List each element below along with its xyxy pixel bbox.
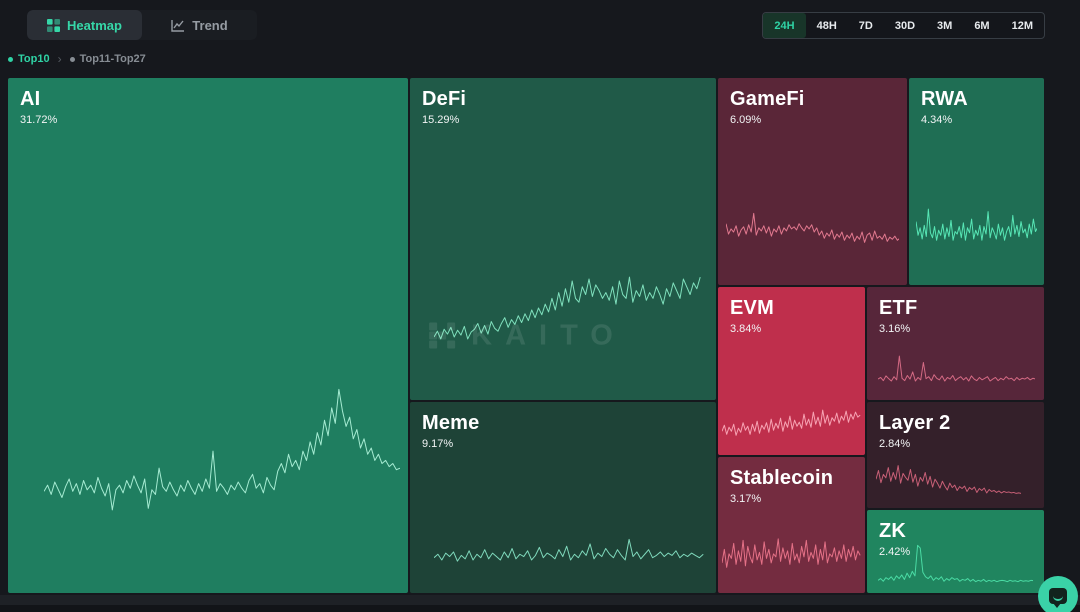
tile-percentage: 3.84%: [730, 323, 762, 335]
time-range-7d[interactable]: 7D: [858, 19, 873, 32]
bottom-edge: [0, 605, 1080, 612]
time-range-30d[interactable]: 30D: [894, 19, 916, 32]
tab-label: Trend: [192, 17, 228, 33]
tile-sparkline: [916, 198, 1038, 260]
tile-percentage: 2.84%: [879, 438, 911, 450]
tile-sparkline: [878, 349, 1036, 389]
time-range-6m[interactable]: 6M: [974, 19, 990, 32]
tile-sparkline: [44, 377, 400, 532]
tile-defi[interactable]: DeFi 15.29%: [410, 78, 716, 400]
breadcrumb-item-top10[interactable]: Top10: [8, 53, 50, 65]
tile-stablecoin[interactable]: Stablecoin 3.17%: [718, 457, 865, 593]
tile-title: ZK: [879, 520, 907, 542]
treemap: KAITO AI31.72%DeFi15.29%Meme9.17%GameFi6…: [8, 78, 1044, 593]
tile-zk[interactable]: ZK 2.42%: [867, 510, 1044, 593]
tile-title: AI: [20, 88, 41, 110]
chat-launcher-button[interactable]: [1038, 576, 1078, 612]
tile-title: GameFi: [730, 88, 805, 110]
chat-bubble-icon: [1049, 588, 1067, 608]
bottom-divider: [0, 595, 1080, 605]
view-tab-group: Heatmap Trend: [27, 10, 257, 40]
tile-title: Layer 2: [879, 412, 951, 434]
tile-sparkline: [722, 395, 860, 445]
tile-layer-2[interactable]: Layer 2 2.84%: [867, 402, 1044, 508]
time-range-3m[interactable]: 3M: [937, 19, 953, 32]
tile-percentage: 3.16%: [879, 323, 911, 335]
breadcrumb: Top10 › Top11-Top27: [8, 52, 146, 66]
tile-evm[interactable]: EVM 3.84%: [718, 287, 865, 455]
tile-sparkline: [876, 451, 1021, 500]
tile-gamefi[interactable]: GameFi 6.09%: [718, 78, 907, 285]
time-range-48h[interactable]: 48H: [816, 19, 837, 32]
tile-sparkline: [878, 540, 1034, 585]
trend-icon: [171, 19, 185, 32]
tile-title: EVM: [730, 297, 774, 319]
time-range-selector: 24H 48H 7D 30D 3M 6M 12M: [762, 12, 1045, 39]
tile-percentage: 4.34%: [921, 114, 953, 126]
breadcrumb-label: Top11-Top27: [79, 53, 146, 65]
tile-title: Meme: [422, 412, 480, 434]
tab-label: Heatmap: [67, 17, 122, 33]
tile-percentage: 6.09%: [730, 114, 762, 126]
tile-percentage: 31.72%: [20, 114, 58, 126]
tile-title: RWA: [921, 88, 968, 110]
heatmap-icon: [47, 18, 61, 32]
tile-etf[interactable]: ETF 3.16%: [867, 287, 1044, 400]
time-range-24h[interactable]: 24H: [763, 13, 806, 38]
tile-percentage: 2.42%: [879, 546, 911, 558]
tile-sparkline: [434, 252, 700, 349]
tab-heatmap[interactable]: Heatmap: [27, 10, 142, 40]
tile-sparkline: [726, 202, 900, 254]
tile-sparkline: [434, 513, 703, 570]
tile-title: DeFi: [422, 88, 467, 110]
breadcrumb-dot: [69, 56, 75, 62]
breadcrumb-separator: ›: [57, 52, 62, 66]
tile-title: ETF: [879, 297, 918, 319]
tile-percentage: 3.17%: [730, 493, 762, 505]
tile-rwa[interactable]: RWA 4.34%: [909, 78, 1044, 285]
breadcrumb-item-top11-top27[interactable]: Top11-Top27: [69, 53, 146, 65]
tile-title: Stablecoin: [730, 467, 834, 489]
time-range-12m[interactable]: 12M: [1011, 19, 1033, 32]
tile-ai[interactable]: AI 31.72%: [8, 78, 408, 593]
breadcrumb-label: Top10: [18, 53, 50, 65]
tab-trend[interactable]: Trend: [142, 10, 257, 40]
tile-percentage: 15.29%: [422, 114, 460, 126]
breadcrumb-dot: [8, 56, 13, 62]
tile-sparkline: [722, 509, 860, 584]
tile-meme[interactable]: Meme 9.17%: [410, 402, 716, 593]
tile-percentage: 9.17%: [422, 438, 454, 450]
